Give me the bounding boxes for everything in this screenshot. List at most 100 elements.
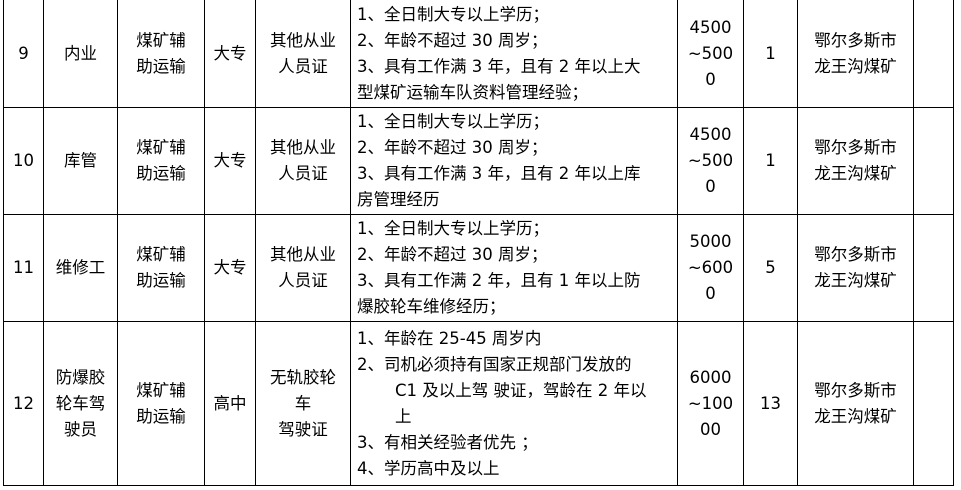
requirement-line: 2、司机必须持有国家正规部门发放的 [357,354,632,374]
salary-line: ~600 [687,258,734,277]
certificate-line: 其他从业 [270,138,336,157]
job-title-line: 维修工 [55,258,106,277]
row-number: 11 [3,214,44,322]
certificate-line: 车 [294,393,312,413]
table-row: 9 内业 煤矿辅 助运输 大专 其他从业 人员证 1、全日制大专以上学历； 2、年龄不超过 30… [3,0,954,108]
requirement-line: 2、年龄不超过 30 周岁； [357,245,548,264]
salary: 6000 ~100 00 [677,321,744,486]
requirement-line: 房管理经历 [357,190,440,209]
job-category-line: 煤矿辅 [136,380,186,400]
salary-line: ~500 [687,151,734,170]
job-title-line: 防爆胶 [55,367,106,387]
certificate-line: 人员证 [278,271,328,290]
certificate: 其他从业 人员证 [255,214,351,322]
work-location-line: 鄂尔多斯市 [814,138,897,157]
salary-line: ~100 [687,393,734,413]
row-number: 10 [3,107,44,215]
salary-line: 4500 [689,125,732,144]
salary-line: 5000 [689,232,732,251]
education: 大专 [204,107,256,215]
certificate: 其他从业 人员证 [255,0,351,108]
requirement-line: 1、全日制大专以上学历； [357,219,549,238]
education-line: 大专 [213,151,247,170]
table-row: 10 库管 煤矿辅 助运输 大专 其他从业 人员证 1、全日制大专以上学历； 2、年龄不超过 3… [3,107,954,215]
requirement-line: 1、全日制大专以上学历； [357,4,549,24]
job-category-line: 助运输 [136,406,186,426]
row-number: 12 [3,321,44,486]
salary: 5000 ~600 0 [677,214,744,322]
salary: 4500 ~500 0 [677,0,744,108]
job-category: 煤矿辅 助运输 [117,321,205,486]
requirements: 1、全日制大专以上学历； 2、年龄不超过 30 周岁； 3、具有工作满 3 年，且有… [350,107,678,215]
salary-line: 0 [705,284,716,303]
education: 高中 [204,321,256,486]
headcount: 5 [743,214,798,322]
education: 大专 [204,0,256,108]
requirements: 1、年龄在 25-45 周岁内 2、司机必须持有国家正规部门发放的 C1 及以上驾 … [350,321,678,486]
salary-line: ~500 [687,43,734,63]
row-number: 9 [3,0,44,108]
requirement-line: 3、具有工作满 3 年，且有 2 年以上库 [357,164,641,183]
job-category-line: 煤矿辅 [136,30,186,50]
requirement-line: 型煤矿运输车队资料管理经验； [357,82,588,102]
job-category: 煤矿辅 助运输 [117,214,205,322]
requirements: 1、全日制大专以上学历； 2、年龄不超过 30 周岁； 3、具有工作满 2 年，且有… [350,214,678,322]
requirements: 1、全日制大专以上学历； 2、年龄不超过 30 周岁； 3、具有工作满 3 年，且有… [350,0,678,108]
remark [913,214,954,322]
certificate-line: 其他从业 [270,245,336,264]
salary-line: 6000 [689,367,732,387]
certificate-line: 人员证 [278,56,328,76]
certificate-line: 无轨胶轮 [270,367,336,387]
headcount: 13 [743,321,798,486]
requirement-line: 2、年龄不超过 30 周岁； [357,30,548,50]
job-title-line: 内业 [64,43,97,63]
work-location: 鄂尔多斯市龙王沟煤矿 [797,321,914,486]
work-location: 鄂尔多斯市 龙王沟煤矿 [797,0,914,108]
requirement-line: 3、具有工作满 2 年，且有 1 年以上防 [357,271,641,290]
requirement-line: 爆胶轮车维修经历； [357,297,506,316]
job-category: 煤矿辅 助运输 [117,107,205,215]
certificate-line: 人员证 [278,164,328,183]
job-title: 库管 [43,107,118,215]
requirement-line: 1、全日制大专以上学历； [357,112,549,131]
certificate-line: 驾驶证 [278,419,328,439]
requirement-line: 2、年龄不超过 30 周岁； [357,138,548,157]
job-category-line: 煤矿辅 [136,245,186,264]
education: 大专 [204,214,256,322]
work-location-line: 鄂尔多斯市 [814,380,897,400]
work-location: 鄂尔多斯市龙王沟煤矿 [797,107,914,215]
requirement-line: 1、年龄在 25-45 周岁内 [357,328,542,348]
remark [913,107,954,215]
salary-line: 00 [700,419,721,439]
salary-line: 0 [705,69,716,89]
job-title-line: 轮车驾 [55,393,106,413]
work-location-line: 龙王沟煤矿 [814,164,897,183]
job-title-line: 驶员 [64,419,97,439]
requirement-line: 上 [395,406,412,426]
job-title: 防爆胶 轮车驾 驶员 [43,321,118,486]
work-location-line: 鄂尔多斯市 [814,245,897,264]
headcount: 1 [743,107,798,215]
job-title: 维修工 [43,214,118,322]
job-title-line: 库管 [64,151,97,170]
requirement-line: 4、学历高中及以上 [357,458,500,478]
remark [913,0,954,108]
job-category-line: 助运输 [136,56,186,76]
certificate: 其他从业 人员证 [255,107,351,215]
salary-line: 0 [705,177,716,196]
work-location-line: 龙王沟煤矿 [814,406,897,426]
remark [913,321,954,486]
job-table: 9 内业 煤矿辅 助运输 大专 其他从业 人员证 1、全日制大专以上学历； 2、年龄不超过 30… [3,0,954,486]
table-row: 12 防爆胶 轮车驾 驶员 煤矿辅 助运输 高中 无轨胶轮车驾驶证 1、年龄在 25-45 周岁… [3,321,954,486]
requirement-line: 3、有相关经验者优先 ； [357,432,538,452]
job-title: 内业 [43,0,118,108]
work-location-line: 鄂尔多斯市 [814,30,897,50]
salary-line: 4500 [689,17,732,37]
job-category-line: 助运输 [136,164,186,183]
job-category: 煤矿辅 助运输 [117,0,205,108]
headcount: 1 [743,0,798,108]
certificate: 无轨胶轮车驾驶证 [255,321,351,486]
work-location: 鄂尔多斯市 龙王沟煤矿 [797,214,914,322]
requirement-line: 3、具有工作满 3 年，且有 2 年以上大 [357,56,641,76]
job-category-line: 煤矿辅 [136,138,186,157]
